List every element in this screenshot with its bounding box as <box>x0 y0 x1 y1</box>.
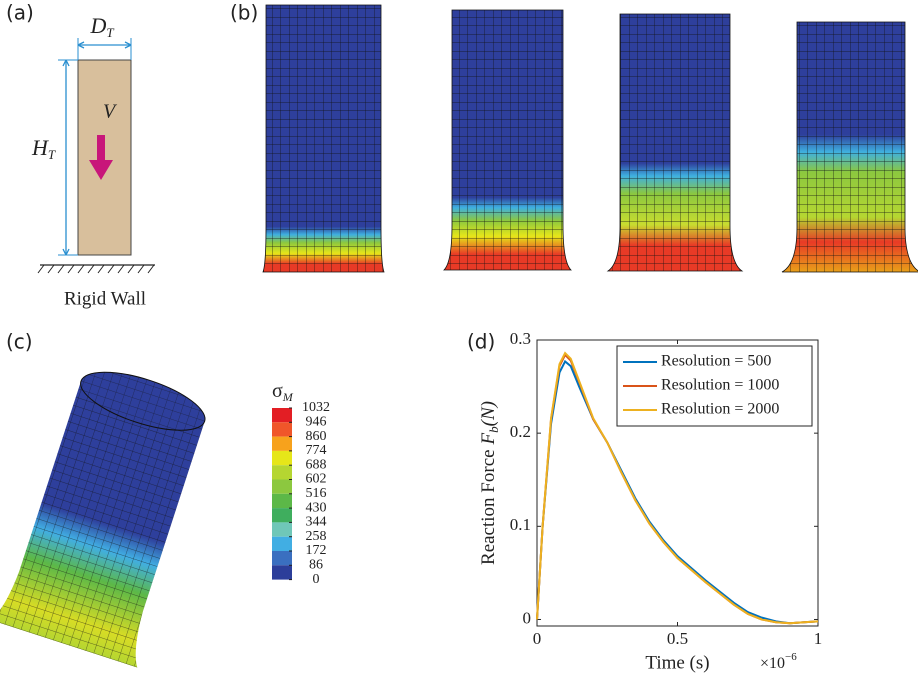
x-axis-title: Time (s) <box>645 652 709 673</box>
y-title-symbol: F <box>478 432 499 445</box>
colorbar-label: 86 <box>309 558 323 573</box>
mesh-grid <box>781 21 918 273</box>
colorbar-segment <box>272 465 292 480</box>
y-title-sub: b <box>486 426 501 433</box>
legend-label: Resolution = 500 <box>661 353 771 370</box>
series-line <box>536 359 819 625</box>
arrow-head <box>77 41 132 49</box>
colorbar-label: 0 <box>313 572 320 587</box>
colorbar-label: 774 <box>306 443 327 458</box>
colorbar-segment <box>272 479 292 494</box>
schematic: DT HT V Rigid Wall <box>31 13 155 309</box>
colorbar-segment <box>272 536 292 551</box>
y-axis-title: Reaction Force Fb(N) <box>478 401 501 565</box>
colorbar-label: 860 <box>306 429 327 444</box>
symbol: D <box>89 13 106 38</box>
colorbar-segment <box>272 522 292 537</box>
x-tick-label: 0 <box>533 629 542 648</box>
colorbar-label: 258 <box>306 529 327 544</box>
multiplier-base: ×10 <box>760 655 785 672</box>
colorbar-label: 1032 <box>302 400 330 415</box>
velocity-label: V <box>103 101 118 123</box>
legend-label: Resolution = 2000 <box>661 401 779 418</box>
colorbar-segment <box>272 508 292 523</box>
mesh-grid <box>262 4 385 273</box>
y-tick-label: 0.1 <box>510 515 531 534</box>
multiplier-exponent: −6 <box>785 651 797 663</box>
series-line <box>536 351 819 625</box>
panel-label: (a) <box>6 1 34 25</box>
colorbar-segment <box>272 565 292 580</box>
mesh-grid <box>443 9 572 271</box>
colorbar-label: 688 <box>306 457 327 472</box>
symbol: H <box>31 135 49 160</box>
colorbar-segment <box>272 450 292 466</box>
colorbar-segment <box>272 422 292 437</box>
subscript: T <box>106 25 114 40</box>
colorbar-label: 516 <box>306 486 327 501</box>
y-tick-label: 0.3 <box>510 329 531 348</box>
x-multiplier: ×10−6 <box>760 651 797 672</box>
subscript: T <box>48 147 56 162</box>
colorbar-label: 344 <box>306 515 327 530</box>
y-tick-label: 0.2 <box>510 422 531 441</box>
y-title-unit: (N) <box>478 401 499 426</box>
colorbar-title: σM <box>272 380 294 404</box>
velocity-arrow <box>89 135 113 180</box>
panel-label: (b) <box>230 1 258 25</box>
wall-hatch <box>37 264 155 274</box>
symbol: σ <box>272 380 283 402</box>
subscript: M <box>282 390 294 404</box>
cylinder-mesh <box>0 381 205 668</box>
colorbar-segment <box>272 551 292 566</box>
cylinder-top-mesh <box>80 372 206 431</box>
colorbar-segment <box>272 436 292 451</box>
colorbar-label: 946 <box>306 415 327 430</box>
height-label: HT <box>31 135 56 162</box>
width-label: DT <box>89 13 114 40</box>
panel-label: (c) <box>6 330 33 354</box>
arrow-head <box>62 59 70 256</box>
colorbar-segment <box>272 408 292 423</box>
legend-label: Resolution = 1000 <box>661 377 779 394</box>
y-title-text: Reaction Force <box>478 449 499 565</box>
wall-label: Rigid Wall <box>64 288 146 309</box>
colorbar-label: 430 <box>306 500 327 515</box>
colorbar-label: 602 <box>306 472 327 487</box>
colorbar-segment <box>272 493 292 509</box>
deformation-snapshots <box>262 4 918 273</box>
panel-label: (d) <box>467 330 495 354</box>
chart: 0 0.1 0.2 0.3 0 0.5 1 Resolution = 500 Resolutio… <box>478 329 822 673</box>
mesh-grid <box>606 13 744 272</box>
x-tick-label: 1 <box>814 629 823 648</box>
cylinder-3d <box>0 371 206 668</box>
y-tick-label: 0 <box>523 608 532 627</box>
colorbar-label: 172 <box>306 543 327 558</box>
x-tick-label: 0.5 <box>667 629 688 648</box>
